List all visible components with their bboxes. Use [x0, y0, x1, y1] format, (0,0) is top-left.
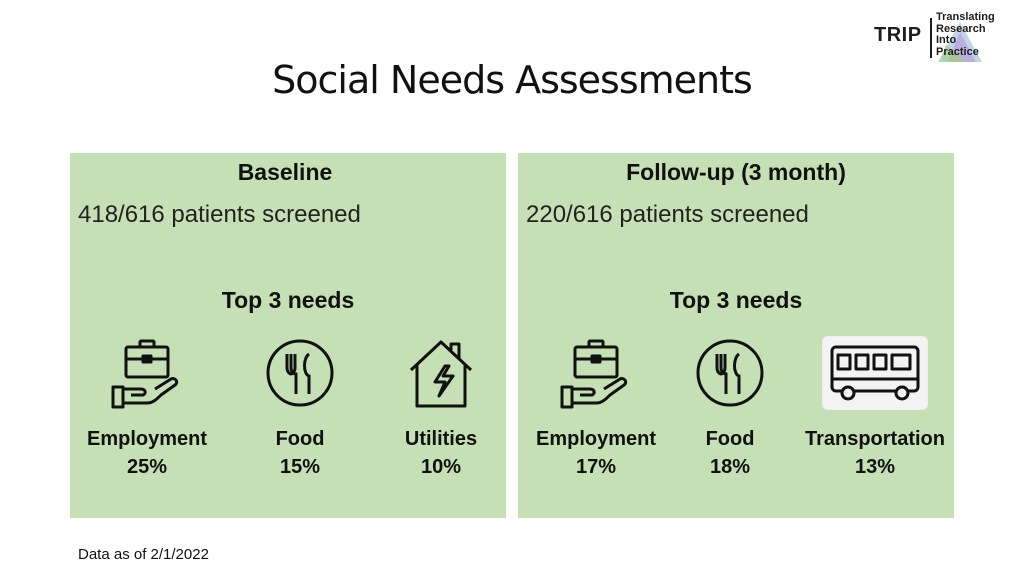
logo-wordmark: Translating Research Into Practice	[936, 11, 995, 58]
logo-line: Into	[936, 34, 957, 46]
data-date-footnote: Data as of 2/1/2022	[78, 546, 209, 563]
briefcase-hand-icon	[111, 339, 179, 409]
logo-line: Translating	[936, 11, 995, 23]
need-food: Food 18%	[655, 333, 805, 481]
need-label: Employment	[535, 428, 657, 450]
logo-triangle-icon	[938, 22, 982, 62]
logo-line: Practice	[936, 45, 979, 58]
baseline-heading: Baseline	[237, 159, 333, 185]
need-percent: 15%	[279, 456, 321, 478]
house-lightning-icon	[409, 340, 473, 408]
followup-heading: Follow-up (3 month)	[626, 159, 846, 185]
need-percent: 18%	[709, 456, 751, 478]
fork-knife-plate-icon	[266, 339, 334, 407]
followup-needs-title: Top 3 needs	[669, 287, 803, 313]
need-transportation: Transportation 13%	[796, 333, 954, 481]
need-label: Employment	[86, 428, 208, 450]
need-label: Utilities	[404, 428, 478, 450]
need-percent: 13%	[854, 456, 896, 478]
need-employment: Employment 17%	[521, 333, 671, 481]
page-title: Social Needs Assessments	[272, 58, 753, 102]
baseline-needs-title: Top 3 needs	[221, 287, 355, 313]
need-label: Food	[705, 428, 755, 450]
baseline-screened: 418/616 patients screened	[78, 201, 361, 228]
followup-screened: 220/616 patients screened	[526, 201, 809, 228]
need-food: Food 15%	[225, 333, 375, 481]
need-employment: Employment 25%	[72, 333, 222, 481]
bus-icon-frame	[822, 336, 928, 410]
logo-divider	[930, 18, 932, 58]
trip-logo: TRIP Translating Research Into Practice	[874, 11, 1014, 62]
briefcase-hand-icon	[560, 339, 628, 409]
logo-line: Research	[936, 22, 986, 35]
need-percent: 10%	[420, 456, 462, 478]
baseline-panel: Baseline 418/616 patients screened Top 3…	[70, 153, 506, 518]
need-percent: 17%	[575, 456, 617, 478]
need-label: Food	[275, 428, 325, 450]
followup-panel: Follow-up (3 month) 220/616 patients scr…	[518, 153, 954, 518]
need-label: Transportation	[804, 428, 945, 450]
need-percent: 25%	[126, 456, 168, 478]
fork-knife-plate-icon	[696, 339, 764, 407]
need-utilities: Utilities 10%	[366, 333, 516, 481]
bus-icon	[830, 345, 920, 401]
logo-abbr: TRIP	[874, 24, 922, 46]
